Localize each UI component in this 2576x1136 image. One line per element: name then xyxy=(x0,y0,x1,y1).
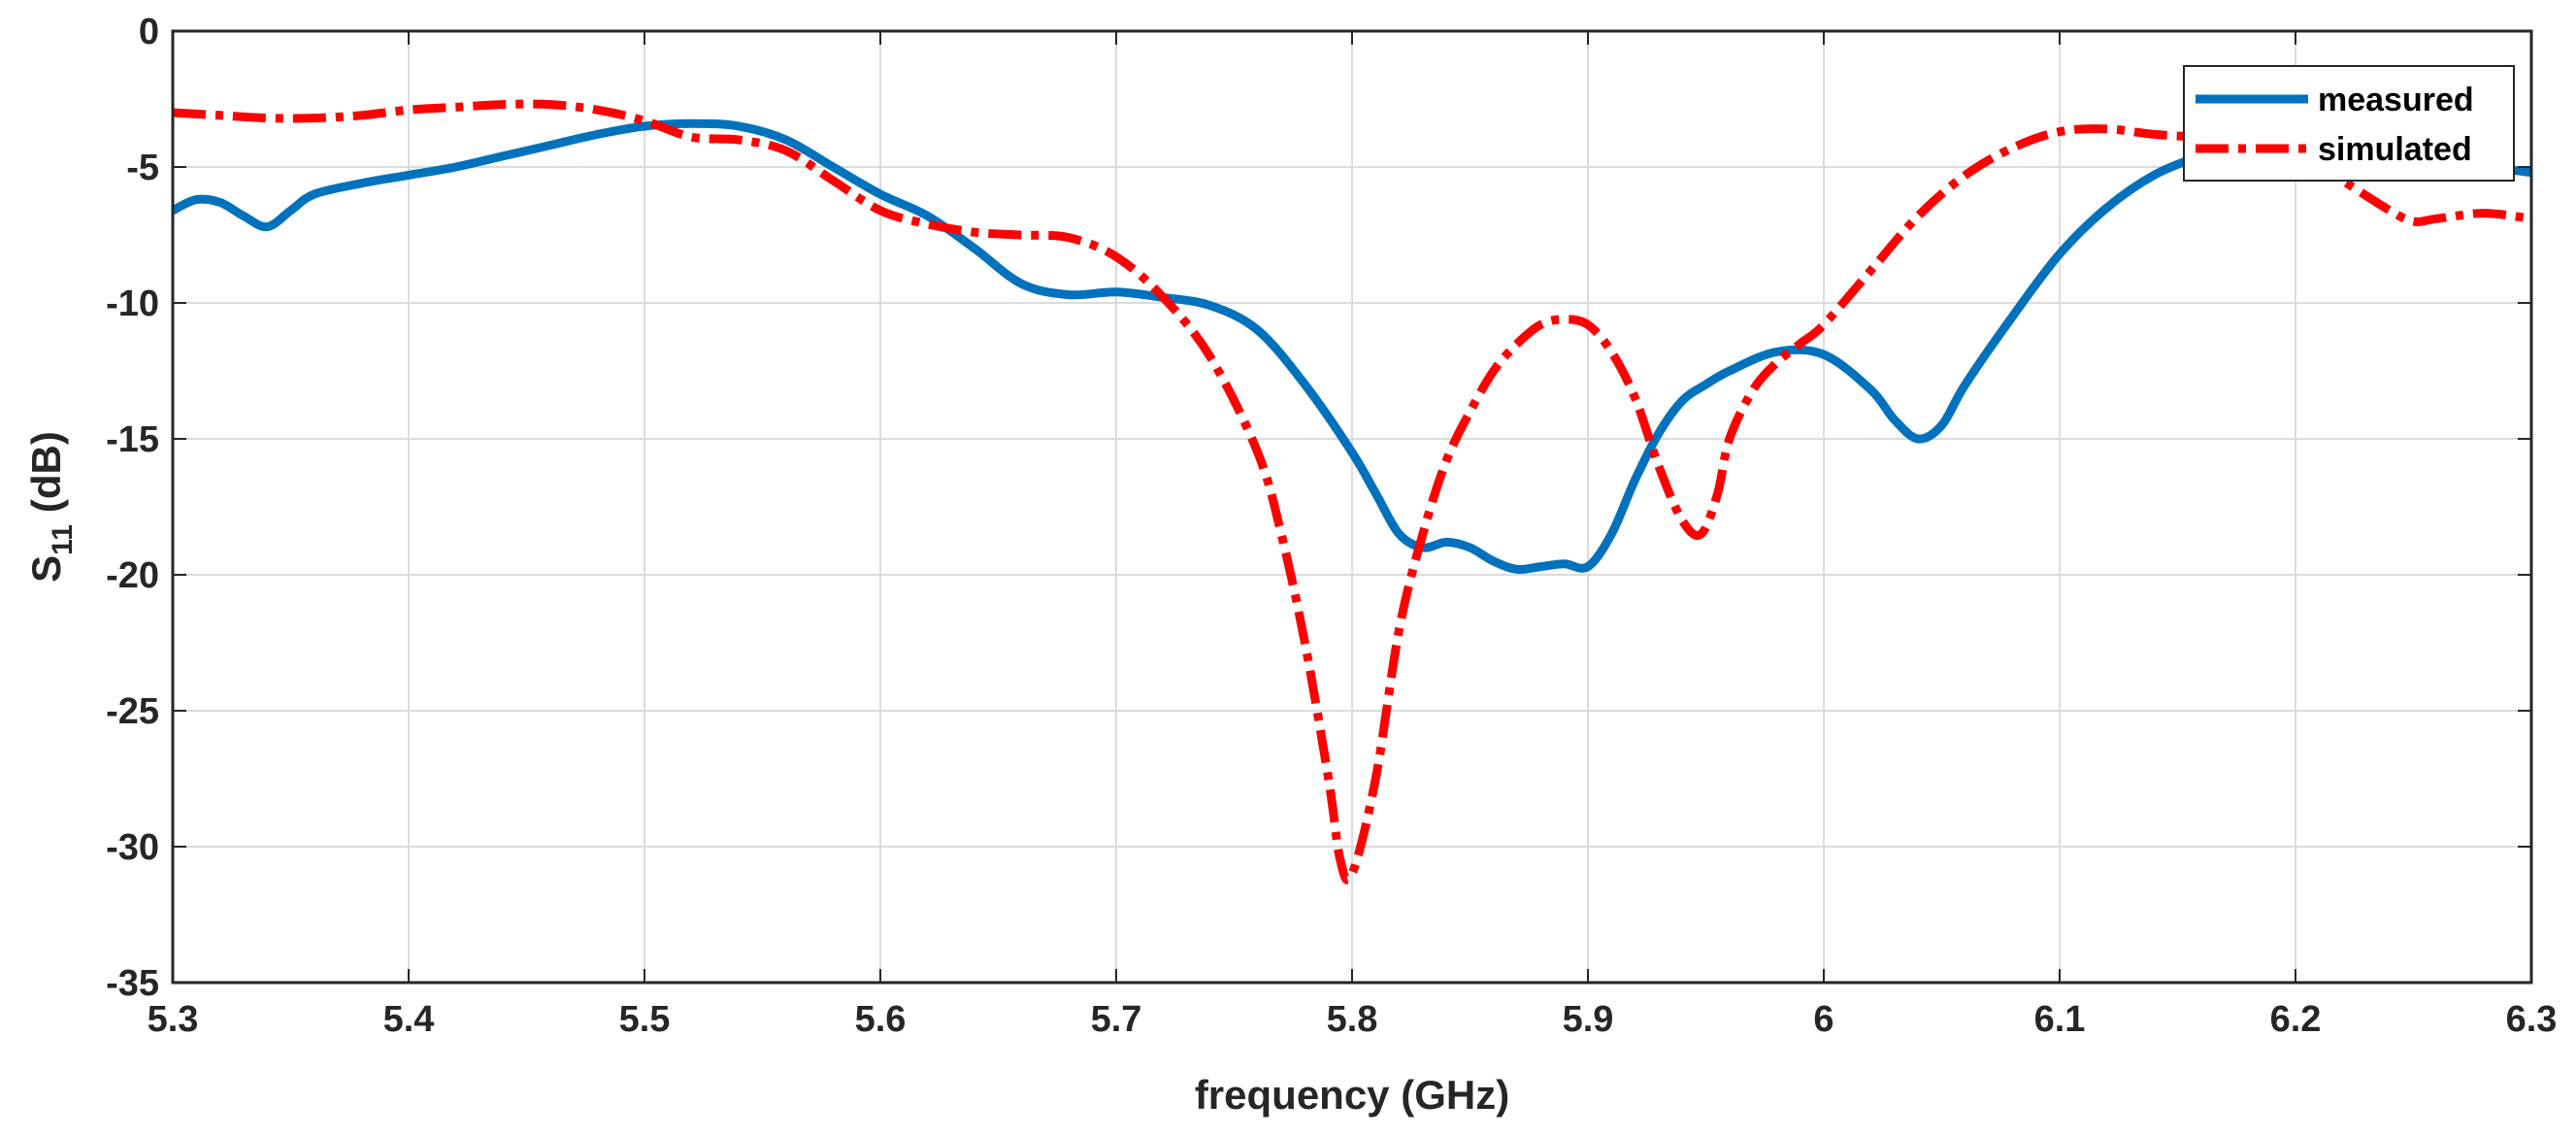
legend-label-simulated: simulated xyxy=(2318,131,2472,168)
x-tick-label: 5.9 xyxy=(1563,999,1614,1040)
x-tick-label: 6.2 xyxy=(2270,999,2322,1040)
y-tick-label: -15 xyxy=(106,419,159,460)
y-tick-label: 0 xyxy=(139,12,159,52)
data-series xyxy=(170,99,2532,885)
y-tick-label: -10 xyxy=(106,284,159,324)
axis-ticks: 5.3 5.4 5.5 5.6 5.7 5.8 5.9 6 6.1 6.2 6.3 0 -5 -10 -15… xyxy=(106,12,2557,1040)
x-tick-label: 6 xyxy=(1813,999,1833,1040)
x-tick-label: 5.7 xyxy=(1091,999,1142,1040)
series-line-simulated xyxy=(172,99,2532,885)
x-tick-label: 5.8 xyxy=(1327,999,1378,1040)
y-axis-label: S11 (dB) xyxy=(23,431,79,583)
y-tick-label: -20 xyxy=(106,555,159,596)
x-tick-label: 5.3 xyxy=(148,999,199,1040)
x-tick-label: 5.6 xyxy=(855,999,907,1040)
series-line-measured xyxy=(170,118,2532,575)
legend-box xyxy=(2183,65,2515,182)
x-tick-label: 6.1 xyxy=(2034,999,2086,1040)
svg-text:S11(dB): S11 (dB) xyxy=(23,431,79,583)
x-tick-label: 5.5 xyxy=(619,999,671,1040)
y-tick-label: -30 xyxy=(106,827,159,868)
x-tick-label: 5.4 xyxy=(383,999,435,1040)
y-tick-label: -5 xyxy=(126,148,159,188)
x-axis-label: frequency (GHz) xyxy=(1195,1072,1509,1118)
legend: measured simulated xyxy=(2183,65,2515,182)
legend-label-measured: measured xyxy=(2318,82,2474,118)
y-tick-label: -25 xyxy=(106,691,159,732)
x-tick-label: 6.3 xyxy=(2506,999,2558,1040)
y-axis-label-subscript: 11 xyxy=(47,524,79,555)
y-tick-label: -35 xyxy=(106,963,159,1004)
y-axis-label-main: S xyxy=(23,555,69,583)
y-axis-label-unit: (dB) xyxy=(23,431,69,513)
